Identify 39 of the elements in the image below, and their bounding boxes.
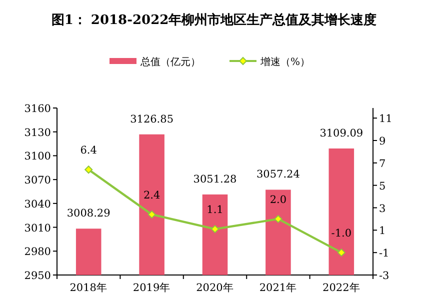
data-label: 3109.09 <box>320 127 364 140</box>
y-tick-label: 3070 <box>24 174 51 187</box>
y2-tick-label: 1 <box>379 225 386 238</box>
x-tick-label: 2021年 <box>259 282 298 294</box>
legend-label: 总值（亿元） <box>140 56 200 68</box>
x-tick-label: 2020年 <box>196 282 234 294</box>
data-label: 2.4 <box>143 189 160 202</box>
point <box>211 225 219 234</box>
y2-tick-label: 3 <box>379 202 386 215</box>
legend-label: 增速（%） <box>260 56 310 68</box>
point <box>337 248 346 257</box>
y-tick-label: 3130 <box>24 126 51 139</box>
point <box>84 166 93 174</box>
point <box>148 210 156 218</box>
y-tick-label: 3040 <box>24 198 51 210</box>
data-label: 3057.24 <box>256 168 300 181</box>
data-label: 3051.28 <box>193 173 237 186</box>
data-label: 6.4 <box>80 144 98 157</box>
y-tick-label: 3160 <box>24 103 51 115</box>
y2-tick-label: 9 <box>379 136 386 148</box>
x-tick-label: 2018年 <box>70 282 108 294</box>
y2-tick-label: 11 <box>379 113 392 126</box>
data-label: -1.0 <box>331 228 352 240</box>
chart-title: 图1： 2018-2022年柳州市地区生产总值及其增长速度 <box>51 12 377 28</box>
x-tick-label: 2022年 <box>322 282 360 294</box>
y2-tick-label: 7 <box>379 158 386 170</box>
y-tick-label: 2980 <box>24 246 51 258</box>
y-tick-label: 3100 <box>24 150 51 163</box>
data-label: 1.1 <box>206 204 224 216</box>
y-tick-label: 3010 <box>24 222 51 234</box>
y2-tick-label: 5 <box>379 180 386 192</box>
point <box>274 214 282 223</box>
data-label: 3126.85 <box>130 113 174 126</box>
y-tick-label: 2950 <box>24 270 51 282</box>
y2-tick-label: -3 <box>379 270 390 282</box>
y2-tick-label: -1 <box>379 248 390 260</box>
data-label: 2.0 <box>270 194 287 206</box>
data-label: 3008.29 <box>66 208 110 220</box>
x-tick-label: 2019年 <box>132 282 171 294</box>
